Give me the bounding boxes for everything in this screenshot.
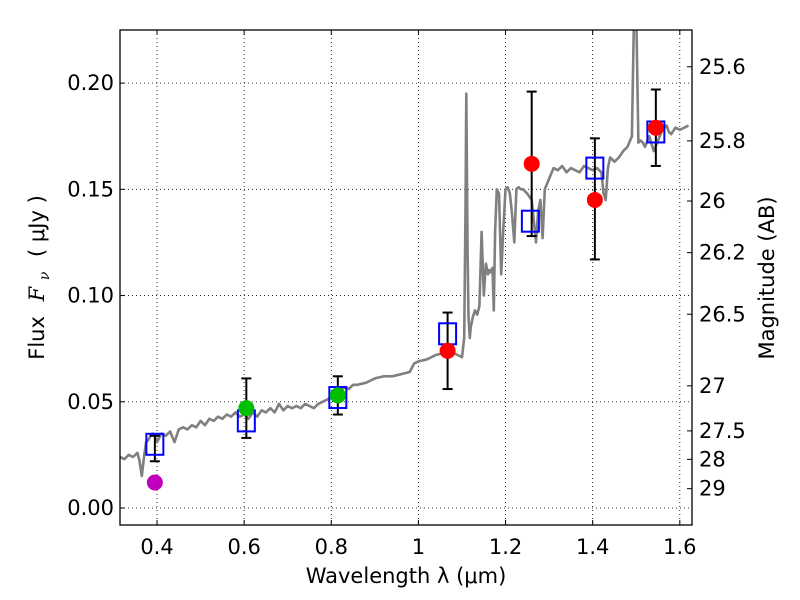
observed-point xyxy=(146,474,163,491)
marker-layer xyxy=(145,119,666,491)
observed-point xyxy=(647,119,664,136)
y-axis-label-prefix: Flux xyxy=(25,316,49,360)
y2-tick-label: 28 xyxy=(699,447,726,471)
y2-tick-label: 26.2 xyxy=(699,241,746,265)
y-axis-label-unit: ( μJy ) xyxy=(25,195,49,257)
spectrum-line xyxy=(120,30,690,478)
y-axis-label: Flux F ν ( μJy ) xyxy=(25,195,54,360)
y-tick-label: 0.20 xyxy=(67,71,114,95)
x-tick-label: 0.4 xyxy=(140,535,173,559)
observed-point xyxy=(439,342,456,359)
y2-tick-label: 26 xyxy=(699,189,726,213)
y2-tick-label: 25.8 xyxy=(699,129,746,153)
y2-tick-label: 25.6 xyxy=(699,55,746,79)
plot-frame xyxy=(119,29,693,526)
observed-point xyxy=(329,387,346,404)
y-tick-label: 0.00 xyxy=(67,496,114,520)
spectrum-layer xyxy=(120,30,690,478)
y-tick-label: 0.10 xyxy=(67,284,114,308)
y2-tick-label: 26.5 xyxy=(699,302,746,326)
x-tick-label: 0.6 xyxy=(227,535,260,559)
y-axis-label-subscript: ν xyxy=(37,271,53,280)
model-square-marker xyxy=(520,209,540,233)
y-tick-label: 0.05 xyxy=(67,390,114,414)
grid-lines xyxy=(120,30,692,525)
x-tick-label: 1.4 xyxy=(576,535,609,559)
x-axis-label: Wavelength λ (μm) xyxy=(306,564,507,588)
axis-ticks: 0.4 0.6 0.8 1 1.2 1.4 1.6 0.00 0.05 0.10 0.15 0.20 2… xyxy=(67,30,746,559)
y2-tick-label: 27 xyxy=(699,374,726,398)
y2-tick-label: 27.5 xyxy=(699,419,746,443)
x-tick-label: 1.6 xyxy=(663,535,696,559)
x-tick-label: 0.8 xyxy=(315,535,348,559)
x-tick-label: 1.2 xyxy=(489,535,522,559)
x-tick-label: 1 xyxy=(412,535,425,559)
y2-tick-label: 29 xyxy=(699,477,726,501)
model-square-marker xyxy=(328,386,348,410)
y-tick-label: 0.15 xyxy=(67,177,114,201)
errorbar-layer xyxy=(149,88,661,463)
observed-point xyxy=(238,400,255,417)
y-axis-label-symbol: F xyxy=(25,285,49,302)
observed-point xyxy=(523,155,540,172)
model-square-marker xyxy=(145,432,165,456)
observed-point xyxy=(586,191,603,208)
model-square-marker xyxy=(585,156,605,180)
y2-axis-label: Magnitude (AB) xyxy=(755,196,779,359)
